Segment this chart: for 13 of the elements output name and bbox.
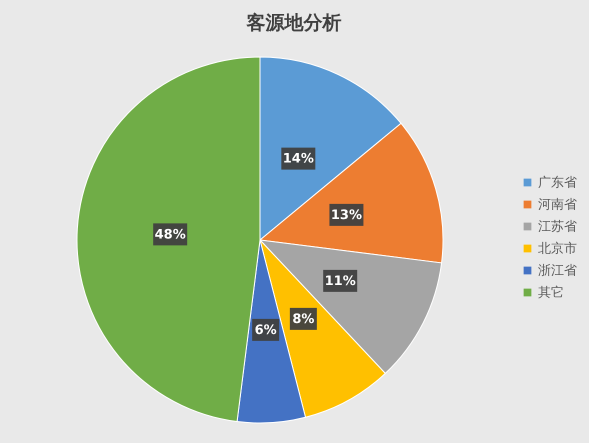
data-label: 14% (282, 152, 314, 167)
data-label: 48% (154, 227, 186, 242)
legend-label: 河南省 (538, 198, 577, 212)
legend-label: 北京市 (538, 242, 577, 256)
legend-label: 浙江省 (538, 264, 577, 278)
legend-label: 其它 (538, 284, 564, 300)
data-label: 11% (324, 274, 356, 289)
chart-title: 客源地分析 (246, 12, 342, 34)
data-label: 8% (292, 312, 314, 327)
legend-label: 广东省 (538, 176, 577, 190)
data-label: 13% (330, 208, 362, 223)
data-label: 6% (254, 322, 277, 338)
legend-label: 江苏省 (538, 220, 577, 234)
